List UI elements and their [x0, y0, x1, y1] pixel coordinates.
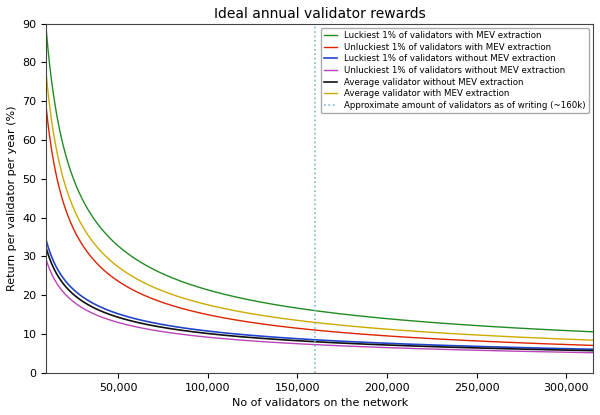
Unluckiest 1% of validators with MEV extraction [589, 343, 596, 348]
Unluckiest 1% of validators without MEV extraction [105, 317, 112, 322]
Average validator without MEV extraction [579, 348, 586, 353]
Average validator with MEV extraction [253, 312, 260, 317]
Title: Ideal annual validator rewards: Ideal annual validator rewards [214, 7, 425, 21]
Average validator with MEV extraction [520, 335, 527, 340]
Average validator without MEV extraction [253, 335, 260, 340]
Luckiest 1% of validators without MEV extraction [589, 347, 596, 352]
Line: Average validator with MEV extraction: Average validator with MEV extraction [46, 76, 593, 340]
Luckiest 1% of validators without MEV extraction [579, 347, 586, 352]
Luckiest 1% of validators with MEV extraction [276, 303, 283, 308]
Luckiest 1% of validators with MEV extraction [520, 326, 527, 331]
Unluckiest 1% of validators without MEV extraction [253, 339, 260, 344]
Luckiest 1% of validators without MEV extraction [520, 345, 527, 350]
Average validator without MEV extraction [589, 348, 596, 353]
Average validator without MEV extraction [520, 347, 527, 352]
Average validator without MEV extraction [105, 312, 112, 317]
Average validator without MEV extraction [276, 337, 283, 342]
Luckiest 1% of validators without MEV extraction [105, 308, 112, 313]
Approximate amount of validators as of writing (~160k) [311, 366, 319, 371]
Luckiest 1% of validators with MEV extraction [253, 299, 260, 304]
Y-axis label: Return per validator per year (%): Return per validator per year (%) [7, 105, 17, 291]
Average validator without MEV extraction [43, 246, 50, 251]
Line: Unluckiest 1% of validators without MEV extraction: Unluckiest 1% of validators without MEV … [46, 260, 593, 353]
Unluckiest 1% of validators without MEV extraction [520, 349, 527, 354]
Luckiest 1% of validators with MEV extraction [589, 330, 596, 334]
Line: Unluckiest 1% of validators with MEV extraction: Unluckiest 1% of validators with MEV ext… [46, 109, 593, 345]
Unluckiest 1% of validators with MEV extraction [276, 324, 283, 329]
Unluckiest 1% of validators with MEV extraction [137, 291, 145, 296]
Unluckiest 1% of validators without MEV extraction [137, 325, 145, 330]
Unluckiest 1% of validators with MEV extraction [43, 106, 50, 111]
Average validator with MEV extraction [276, 315, 283, 320]
Unluckiest 1% of validators without MEV extraction [276, 340, 283, 345]
Average validator without MEV extraction [137, 321, 145, 326]
Luckiest 1% of validators with MEV extraction [43, 29, 50, 34]
Approximate amount of validators as of writing (~160k) [311, 370, 319, 375]
Unluckiest 1% of validators without MEV extraction [589, 350, 596, 355]
Unluckiest 1% of validators without MEV extraction [43, 258, 50, 263]
Average validator with MEV extraction [579, 337, 586, 342]
Luckiest 1% of validators without MEV extraction [137, 317, 145, 322]
Average validator with MEV extraction [43, 73, 50, 78]
Unluckiest 1% of validators with MEV extraction [253, 321, 260, 326]
Luckiest 1% of validators with MEV extraction [105, 234, 112, 239]
Unluckiest 1% of validators without MEV extraction [579, 350, 586, 355]
Average validator with MEV extraction [105, 256, 112, 261]
Luckiest 1% of validators without MEV extraction [276, 335, 283, 340]
Average validator with MEV extraction [137, 279, 145, 284]
Line: Average validator without MEV extraction: Average validator without MEV extraction [46, 249, 593, 351]
Unluckiest 1% of validators with MEV extraction [520, 340, 527, 345]
Line: Luckiest 1% of validators with MEV extraction: Luckiest 1% of validators with MEV extra… [46, 31, 593, 332]
X-axis label: No of validators on the network: No of validators on the network [232, 398, 408, 408]
Unluckiest 1% of validators with MEV extraction [579, 343, 586, 348]
Line: Luckiest 1% of validators without MEV extraction: Luckiest 1% of validators without MEV ex… [46, 241, 593, 349]
Luckiest 1% of validators with MEV extraction [137, 260, 145, 265]
Luckiest 1% of validators without MEV extraction [253, 333, 260, 338]
Luckiest 1% of validators without MEV extraction [43, 238, 50, 243]
Luckiest 1% of validators with MEV extraction [579, 329, 586, 334]
Unluckiest 1% of validators with MEV extraction [105, 272, 112, 277]
Average validator with MEV extraction [589, 338, 596, 343]
Legend: Luckiest 1% of validators with MEV extraction, Unluckiest 1% of validators with : Luckiest 1% of validators with MEV extra… [320, 28, 589, 113]
